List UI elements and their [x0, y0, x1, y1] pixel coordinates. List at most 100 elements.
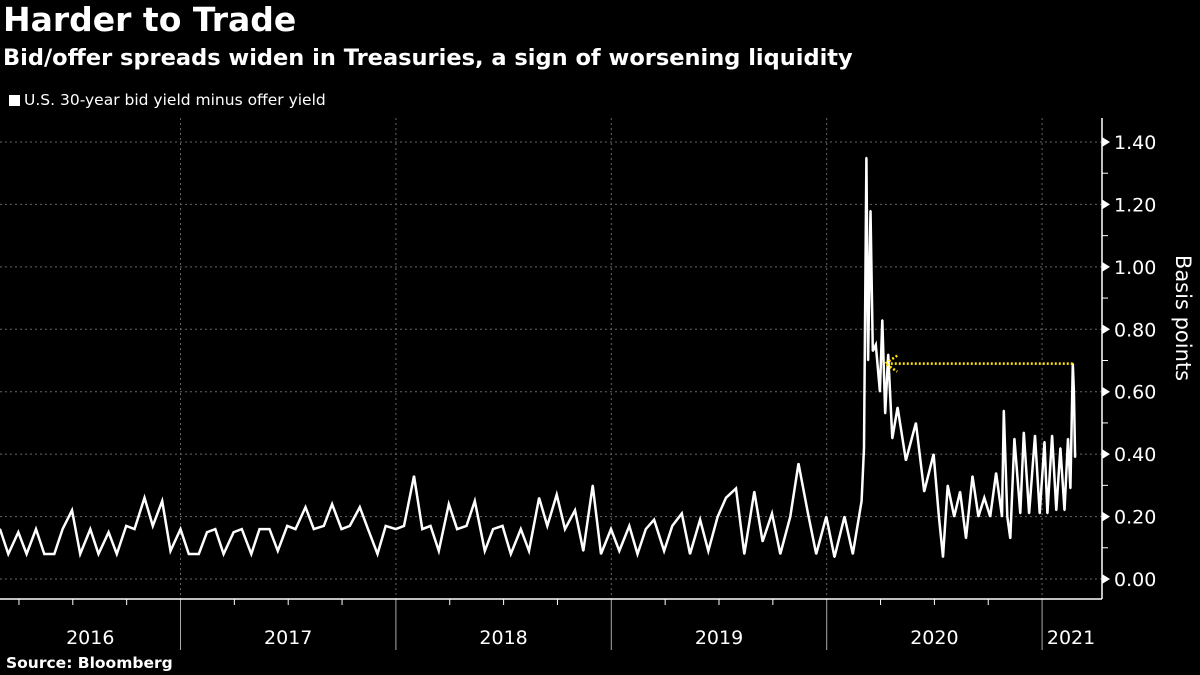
data-point [923, 490, 925, 493]
data-point [753, 490, 756, 493]
y-tick-mark [1102, 449, 1110, 460]
data-point [884, 412, 887, 415]
y-tick-label: 1.40 [1114, 132, 1156, 154]
legend-swatch [9, 94, 20, 106]
data-point [879, 390, 881, 393]
data-point [1034, 434, 1036, 437]
data-point [61, 528, 64, 530]
data-point [1051, 434, 1053, 437]
data-point [582, 550, 585, 552]
data-point [1073, 390, 1075, 393]
y-tick-mark [1102, 137, 1110, 147]
x-tick-label: 2020 [910, 627, 958, 649]
data-point [869, 209, 872, 212]
data-point [971, 475, 974, 477]
x-tick-label: 2021 [1047, 627, 1095, 649]
source-note: Source: Bloomberg [6, 654, 173, 672]
data-point [564, 528, 566, 530]
data-point [206, 531, 208, 533]
data-point [1009, 537, 1012, 540]
data-point [348, 525, 351, 527]
data-point [107, 531, 110, 533]
data-point [258, 528, 261, 530]
data-point [465, 525, 468, 527]
x-tick-label: 2018 [479, 627, 527, 649]
data-point [169, 550, 172, 552]
y-axis-label: Basis points [1171, 255, 1195, 381]
chart-subtitle: Bid/offer spreads widen in Treasuries, a… [3, 45, 853, 71]
data-point [277, 550, 279, 552]
data-point [1055, 509, 1058, 512]
data-point [938, 515, 940, 518]
x-tick-label: 2016 [66, 627, 114, 649]
data-point [867, 359, 869, 362]
data-point [222, 553, 225, 555]
data-point [815, 553, 818, 555]
data-point [1019, 512, 1022, 515]
data-point [725, 497, 727, 499]
y-tick-label: 0.80 [1114, 319, 1156, 341]
x-tick-label: 2019 [695, 627, 743, 649]
data-point [1013, 437, 1016, 440]
data-point [0, 528, 1, 530]
data-point [743, 553, 746, 555]
data-point [501, 525, 504, 527]
data-point [891, 437, 894, 440]
data-point [323, 525, 325, 527]
data-point [735, 487, 737, 490]
data-point [833, 556, 836, 558]
y-tick-label: 0.00 [1114, 569, 1156, 591]
data-point [376, 553, 379, 555]
data-point [492, 528, 494, 530]
data-point [644, 528, 647, 530]
data-point [25, 553, 28, 555]
data-point [1059, 447, 1062, 449]
y-tick-mark [1102, 324, 1110, 335]
data-point [367, 528, 369, 530]
data-point [663, 550, 665, 552]
data-point [35, 528, 37, 530]
data-point [187, 553, 190, 555]
data-point [509, 553, 512, 555]
data-point [707, 550, 710, 552]
data-point [214, 528, 217, 530]
data-point [610, 528, 612, 530]
data-point [1046, 512, 1049, 515]
y-tick-label: 0.60 [1114, 382, 1156, 404]
data-point [789, 515, 792, 518]
data-point [528, 550, 530, 552]
data-point [232, 531, 235, 533]
data-point [1074, 456, 1076, 459]
data-point [438, 550, 440, 552]
data-point [797, 462, 800, 465]
data-point [600, 553, 602, 555]
data-point [863, 447, 865, 449]
x-tick-label: 2017 [264, 627, 312, 649]
data-point [865, 156, 868, 159]
y-tick-label: 1.00 [1114, 257, 1156, 279]
data-point [1002, 409, 1005, 412]
data-point [1028, 512, 1030, 515]
data-point [1063, 509, 1066, 512]
data-point [1023, 431, 1025, 434]
data-point [977, 515, 980, 518]
data-point [71, 509, 73, 512]
legend-label: U.S. 30-year bid yield minus offer yield [24, 91, 326, 109]
data-point [959, 490, 961, 493]
data-point [519, 528, 522, 530]
data-point [403, 525, 405, 527]
data-point [915, 422, 917, 424]
data-point [384, 525, 387, 527]
data-point [143, 497, 146, 499]
data-point [538, 497, 540, 499]
annotation-arrow-head [882, 354, 898, 373]
data-point [591, 484, 594, 487]
data-point [946, 484, 949, 487]
y-tick-label: 0.40 [1114, 444, 1156, 466]
data-point [79, 553, 82, 555]
data-point [546, 525, 549, 527]
data-point [942, 556, 944, 558]
data-point [628, 525, 631, 527]
data-point [680, 512, 683, 515]
data-point [473, 500, 476, 502]
